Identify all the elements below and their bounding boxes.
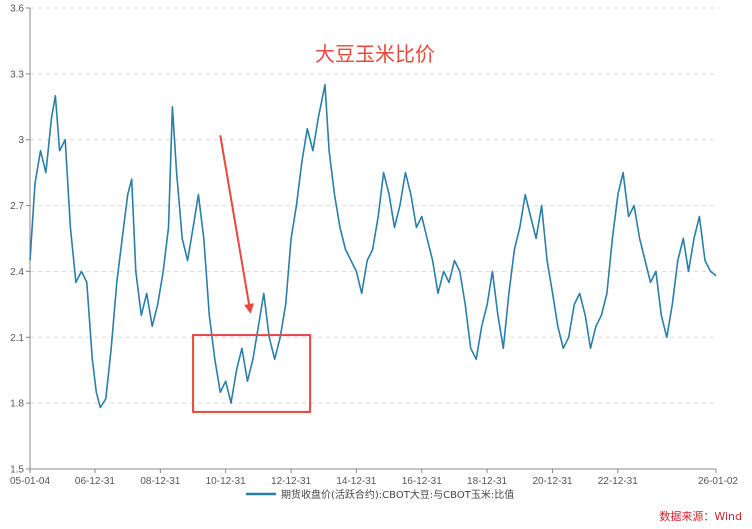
y-tick-label: 3 bbox=[18, 135, 24, 146]
series-group bbox=[29, 84, 717, 409]
y-tick-label: 2.4 bbox=[10, 267, 24, 278]
x-tick-label: 06-12-31 bbox=[75, 476, 115, 487]
y-tick-label: 1.5 bbox=[10, 465, 24, 476]
x-tick-label: 16-12-31 bbox=[402, 476, 442, 487]
y-tick-label: 3.6 bbox=[10, 4, 24, 15]
y-tick-label: 2.1 bbox=[10, 333, 24, 344]
x-axis-ticks: 05-01-04 06-12-31 08-12-31 10-12-31 12-12-31… bbox=[10, 469, 738, 487]
annotations bbox=[192, 135, 312, 413]
x-tick-label: 22-12-31 bbox=[598, 476, 638, 487]
arrow-annotation bbox=[219, 135, 254, 314]
x-tick-label: 20-12-31 bbox=[532, 476, 572, 487]
x-tick-label: 12-12-31 bbox=[271, 476, 311, 487]
y-tick-label: 2.7 bbox=[10, 201, 24, 212]
x-tick-label: 26-01-02 bbox=[698, 476, 738, 487]
y-axis-ticks: 1.5 1.8 2.1 2.4 2.7 3 3.3 3.6 bbox=[10, 4, 30, 476]
x-tick-label: 05-01-04 bbox=[10, 476, 50, 487]
x-tick-label: 08-12-31 bbox=[140, 476, 180, 487]
y-tick-label: 3.3 bbox=[10, 69, 24, 80]
x-tick-label: 18-12-31 bbox=[467, 476, 507, 487]
x-tick-label: 14-12-31 bbox=[336, 476, 376, 487]
chart-title: 大豆玉米比价 bbox=[315, 42, 435, 66]
axes bbox=[29, 8, 716, 470]
legend-label: 期货收盘价(活跃合约):CBOT大豆:与CBOT玉米:比值 bbox=[281, 488, 514, 501]
grid-lines bbox=[30, 7, 716, 404]
legend: 期货收盘价(活跃合约):CBOT大豆:与CBOT玉米:比值 bbox=[246, 488, 514, 501]
y-tick-label: 1.8 bbox=[10, 399, 24, 410]
data-source-note: 数据来源：Wind bbox=[659, 509, 742, 523]
x-tick-label: 10-12-31 bbox=[206, 476, 246, 487]
highlight-box bbox=[192, 334, 312, 413]
series-line bbox=[29, 84, 717, 409]
